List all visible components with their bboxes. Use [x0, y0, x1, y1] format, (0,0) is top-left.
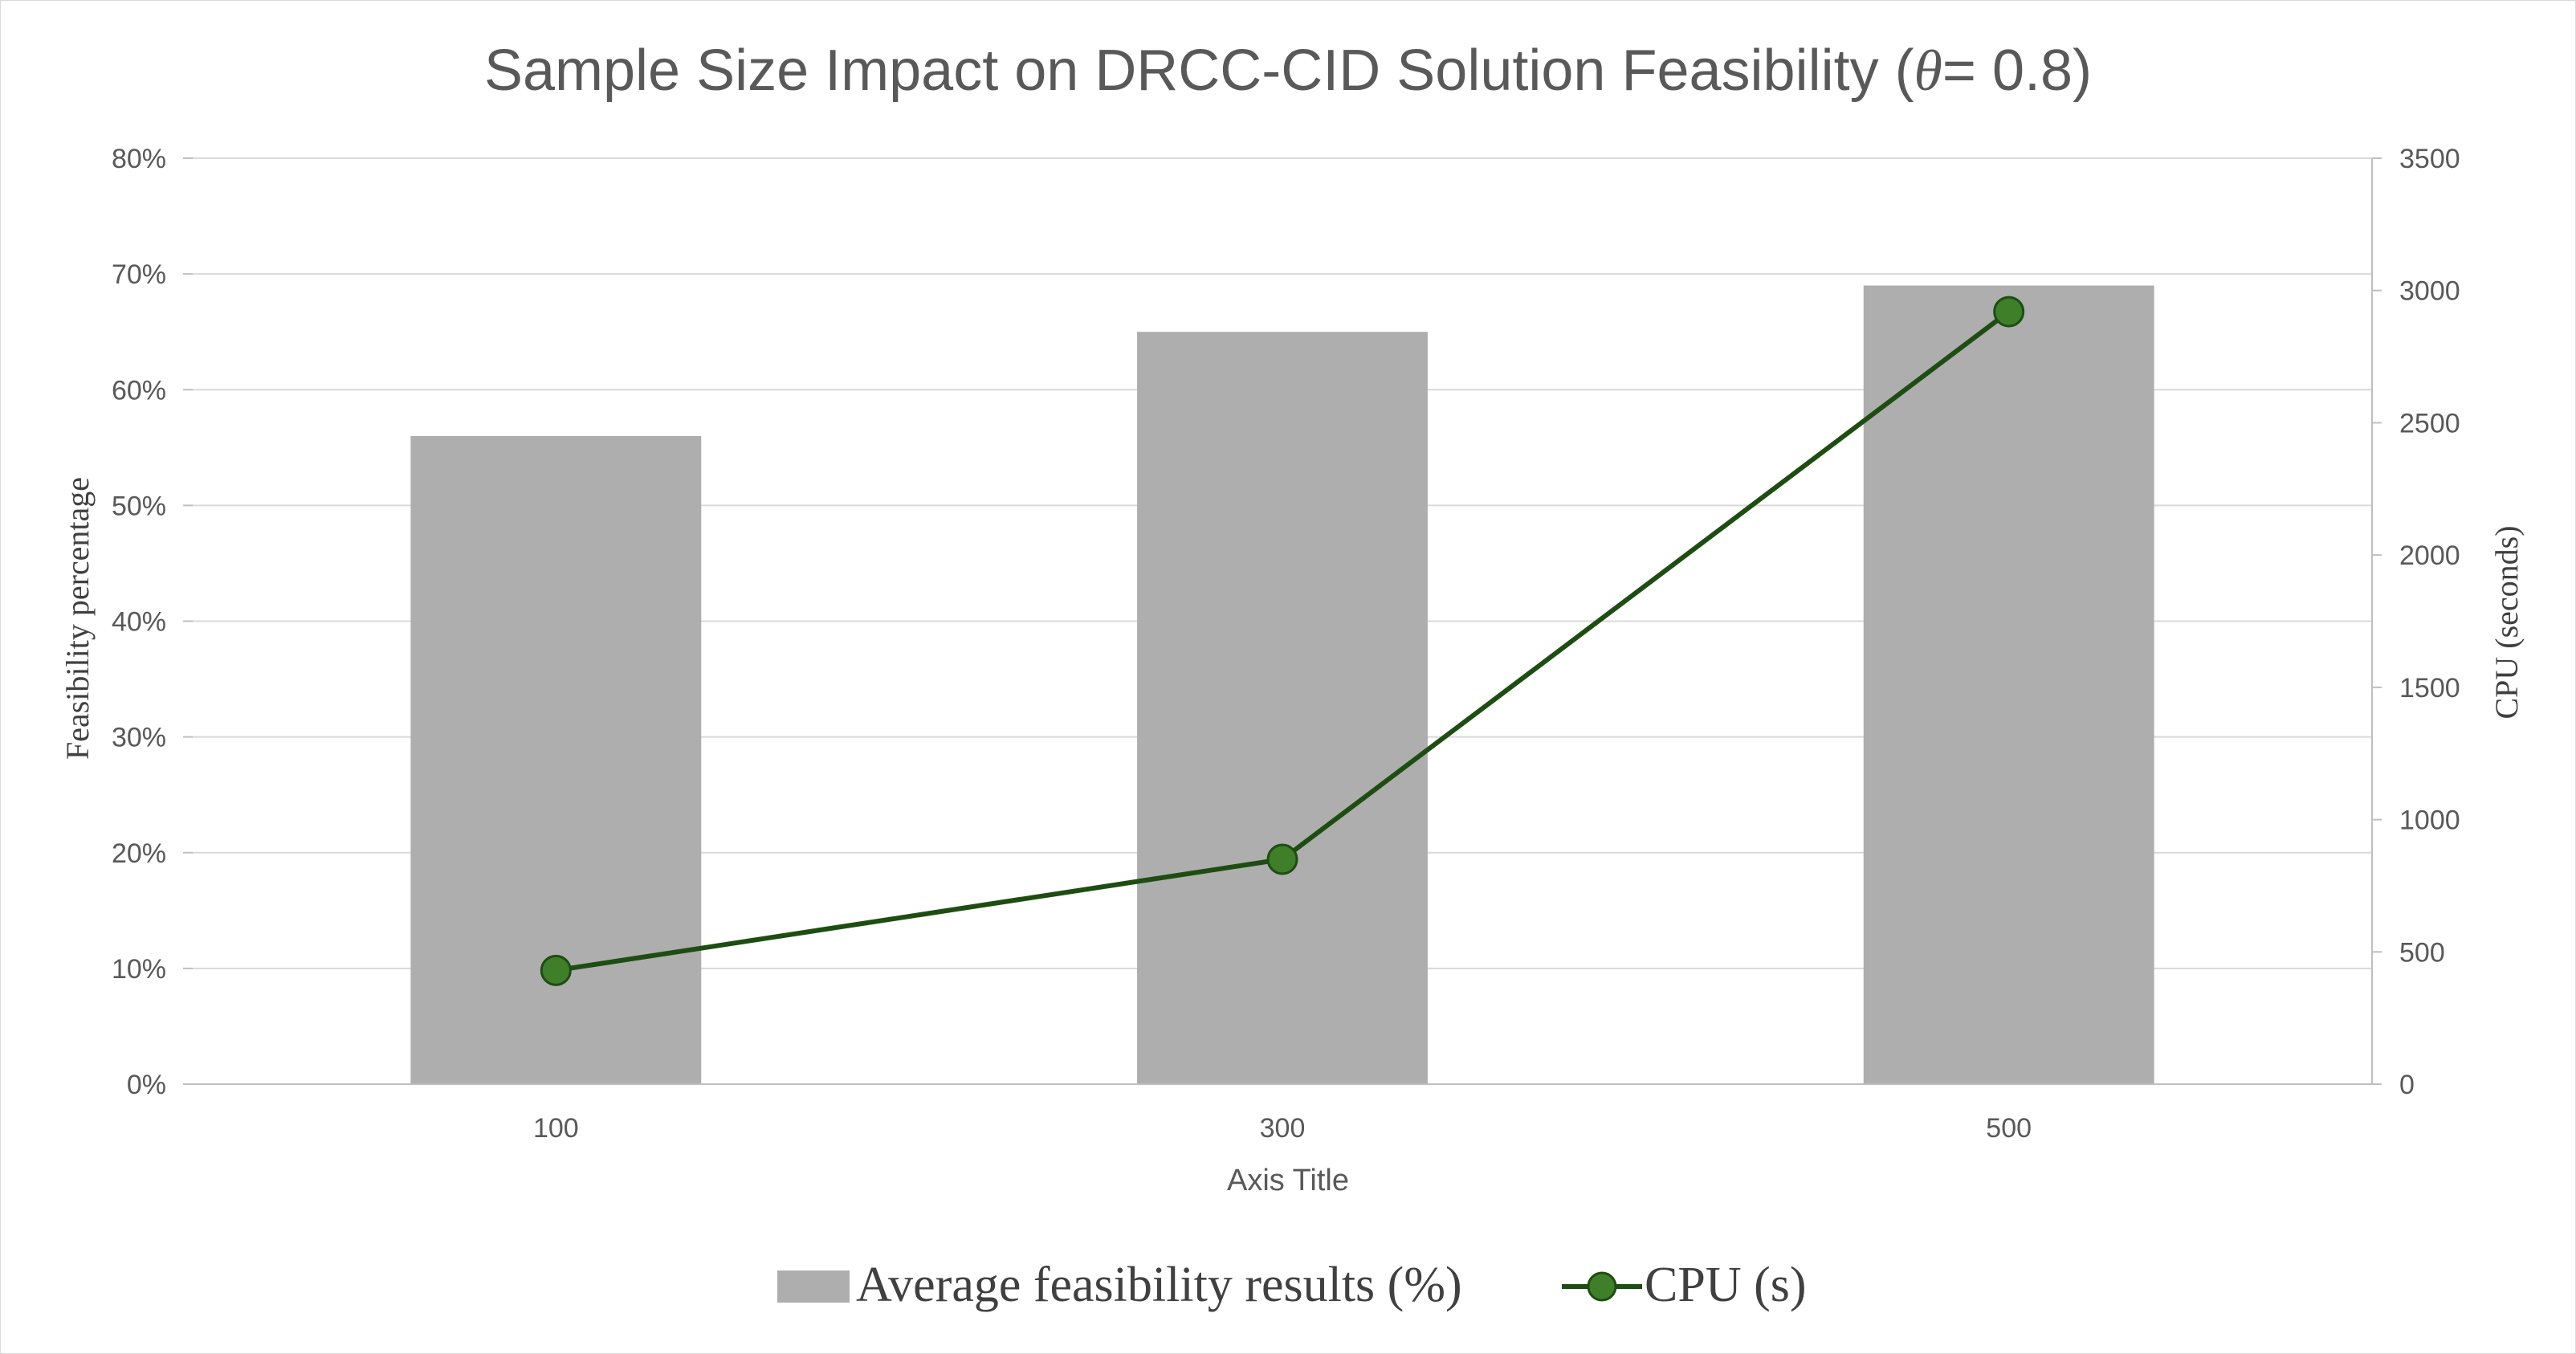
bar-series	[410, 285, 2154, 1085]
y-tick-label: 40%	[112, 607, 166, 638]
y2-tick-label: 2000	[2399, 540, 2460, 571]
bar	[1137, 332, 1428, 1084]
legend-label-bar: Average feasibility results (%)	[856, 1258, 1462, 1312]
legend-swatch-bar	[777, 1270, 850, 1303]
cpu-marker	[540, 954, 572, 986]
y-tick-label: 30%	[112, 723, 166, 753]
y2-tick-label: 1000	[2399, 805, 2460, 836]
y-tick-label: 80%	[112, 144, 166, 174]
bar	[1863, 285, 2154, 1085]
cpu-marker	[1993, 296, 2025, 328]
cpu-marker	[1266, 843, 1298, 875]
y2-tick-label: 3000	[2399, 276, 2460, 307]
y-tick-label: 60%	[112, 375, 166, 406]
y-tick-label: 50%	[112, 491, 166, 521]
bar	[410, 435, 702, 1084]
legend-label-line: CPU (s)	[1645, 1258, 1807, 1312]
legend: Average feasibility results (%) CPU (s)	[777, 1258, 1807, 1312]
chart-title: Sample Size Impact on DRCC-CID Solution …	[484, 39, 2092, 103]
y2-axis-ticks: 0 500 1000 1500 2000 2500 3000 3500	[2372, 144, 2460, 1100]
x-axis-label: Axis Title	[1227, 1164, 1349, 1197]
y-tick-label: 70%	[112, 259, 166, 290]
legend-swatch-marker	[1587, 1271, 1617, 1302]
y-axis-label: Feasibility percentage	[59, 477, 96, 760]
y2-tick-label: 1500	[2399, 673, 2460, 704]
y2-tick-label: 3500	[2399, 144, 2460, 174]
x-tick-label: 500	[1986, 1113, 2032, 1144]
y2-tick-label: 2500	[2399, 408, 2460, 438]
x-tick-label: 300	[1260, 1113, 1306, 1144]
x-axis-ticks: 100 300 500	[533, 1113, 2032, 1144]
theta-symbol: θ	[1914, 39, 1942, 103]
y2-tick-label: 0	[2399, 1070, 2415, 1100]
y-tick-label: 10%	[112, 954, 166, 985]
line-series	[540, 296, 2025, 986]
y2-axis-label: CPU (seconds)	[2488, 525, 2525, 719]
y-axis-ticks: 0% 10% 20% 30% 40% 50% 60% 70% 80%	[112, 144, 193, 1100]
y-tick-label: 20%	[112, 838, 166, 869]
y-tick-label: 0%	[127, 1070, 166, 1100]
x-tick-label: 100	[533, 1113, 579, 1144]
axes	[193, 158, 2373, 1085]
y2-tick-label: 500	[2399, 937, 2445, 968]
